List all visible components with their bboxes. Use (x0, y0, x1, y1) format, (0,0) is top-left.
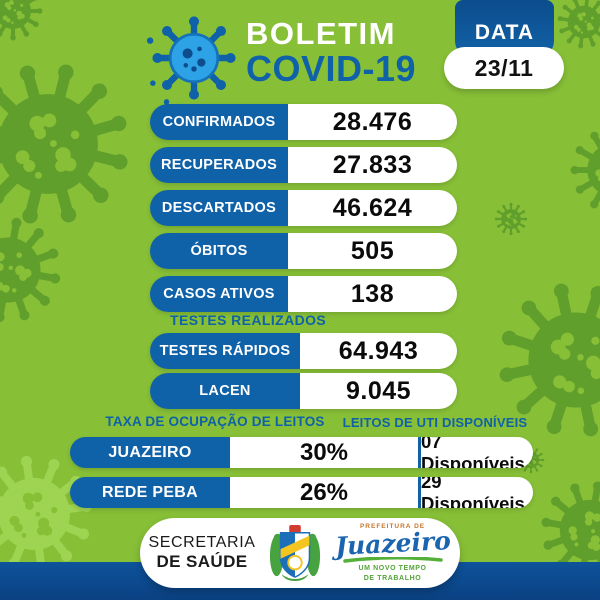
stat-row-recuperados: RECUPERADOS 27.833 (150, 147, 457, 183)
swash-underline-icon (342, 557, 443, 563)
stat-row-lacen: LACEN 9.045 (150, 373, 457, 409)
bed-row-juazeiro: JUAZEIRO 30% 07 Disponíveis (70, 437, 533, 468)
tagline-line2: DE TRABALHO (363, 574, 422, 582)
covid-virus-icon (146, 16, 236, 105)
stat-label: TESTES RÁPIDOS (150, 333, 300, 369)
stat-label: DESCARTADOS (150, 190, 288, 226)
de-saude-line: DE SAÚDE (156, 552, 248, 572)
stat-value: 27.833 (288, 147, 457, 183)
tagline-line1: UM NOVO TEMPO (358, 565, 427, 573)
coat-of-arms-icon (269, 525, 320, 581)
stat-value: 64.943 (300, 333, 457, 369)
footer: SECRETARIA DE SAÚDE PREFEITURA DE Juazei… (140, 518, 460, 588)
tests-section-label: TESTES REALIZADOS (170, 312, 327, 328)
title-boletim: BOLETIM (246, 16, 396, 51)
stat-row-casos-ativos: CASOS ATIVOS 138 (150, 276, 457, 312)
juazeiro-wordmark: Juazeiro (334, 526, 452, 562)
stat-row-confirmados: CONFIRMADOS 28.476 (150, 104, 457, 140)
prefecture-tagline: UM NOVO TEMPO DE TRABALHO (334, 564, 452, 583)
occupancy-section-label: TAXA DE OCUPAÇÃO DE LEITOS (105, 414, 325, 429)
icu-available-value: 07 Disponíveis (421, 437, 533, 468)
prefecture-logo: PREFEITURA DE Juazeiro UM NOVO TEMPO DE … (334, 523, 452, 583)
bed-row-rede-peba: REDE PEBA 26% 29 Disponíveis (70, 477, 533, 508)
stat-value: 46.624 (288, 190, 457, 226)
bed-row-name: JUAZEIRO (70, 437, 230, 468)
stat-value: 28.476 (288, 104, 457, 140)
page-title: BOLETIM COVID-19 (246, 18, 416, 87)
stat-label: ÓBITOS (150, 233, 288, 269)
stat-row-testes-rapidos: TESTES RÁPIDOS 64.943 (150, 333, 457, 369)
bed-occupancy-value: 30% (230, 437, 418, 468)
icu-available-value: 29 Disponíveis (421, 477, 533, 508)
virus-decoration-icon (0, 198, 80, 342)
secretaria-line: SECRETARIA (148, 534, 256, 552)
title-covid19: COVID-19 (246, 48, 417, 89)
virus-decoration-icon (552, 0, 600, 54)
virus-decoration-icon (0, 0, 44, 42)
date-value-pill: 23/11 (444, 47, 564, 89)
stat-value: 9.045 (300, 373, 457, 409)
date-label: DATA (474, 20, 535, 44)
stat-label: LACEN (150, 373, 300, 409)
prefeitura-de-label: PREFEITURA DE (359, 523, 426, 531)
stat-value: 505 (288, 233, 457, 269)
secretaria-saude-label: SECRETARIA DE SAÚDE (148, 534, 255, 572)
virus-decoration-icon (551, 107, 600, 233)
bed-occupancy-value: 26% (230, 477, 418, 508)
stat-label: CONFIRMADOS (150, 104, 288, 140)
row-divider (418, 437, 421, 468)
stat-row-descartados: DESCARTADOS 46.624 (150, 190, 457, 226)
stat-label: CASOS ATIVOS (150, 276, 288, 312)
stat-label: RECUPERADOS (150, 147, 288, 183)
stat-value: 138 (288, 276, 457, 312)
bed-row-name: REDE PEBA (70, 477, 230, 508)
icu-section-label: LEITOS DE UTI DISPONÍVEIS (342, 415, 528, 430)
row-divider (418, 477, 421, 508)
date-value: 23/11 (474, 54, 534, 81)
virus-decoration-icon (0, 40, 152, 249)
virus-decoration-icon (494, 202, 528, 236)
stat-row-obitos: ÓBITOS 505 (150, 233, 457, 269)
